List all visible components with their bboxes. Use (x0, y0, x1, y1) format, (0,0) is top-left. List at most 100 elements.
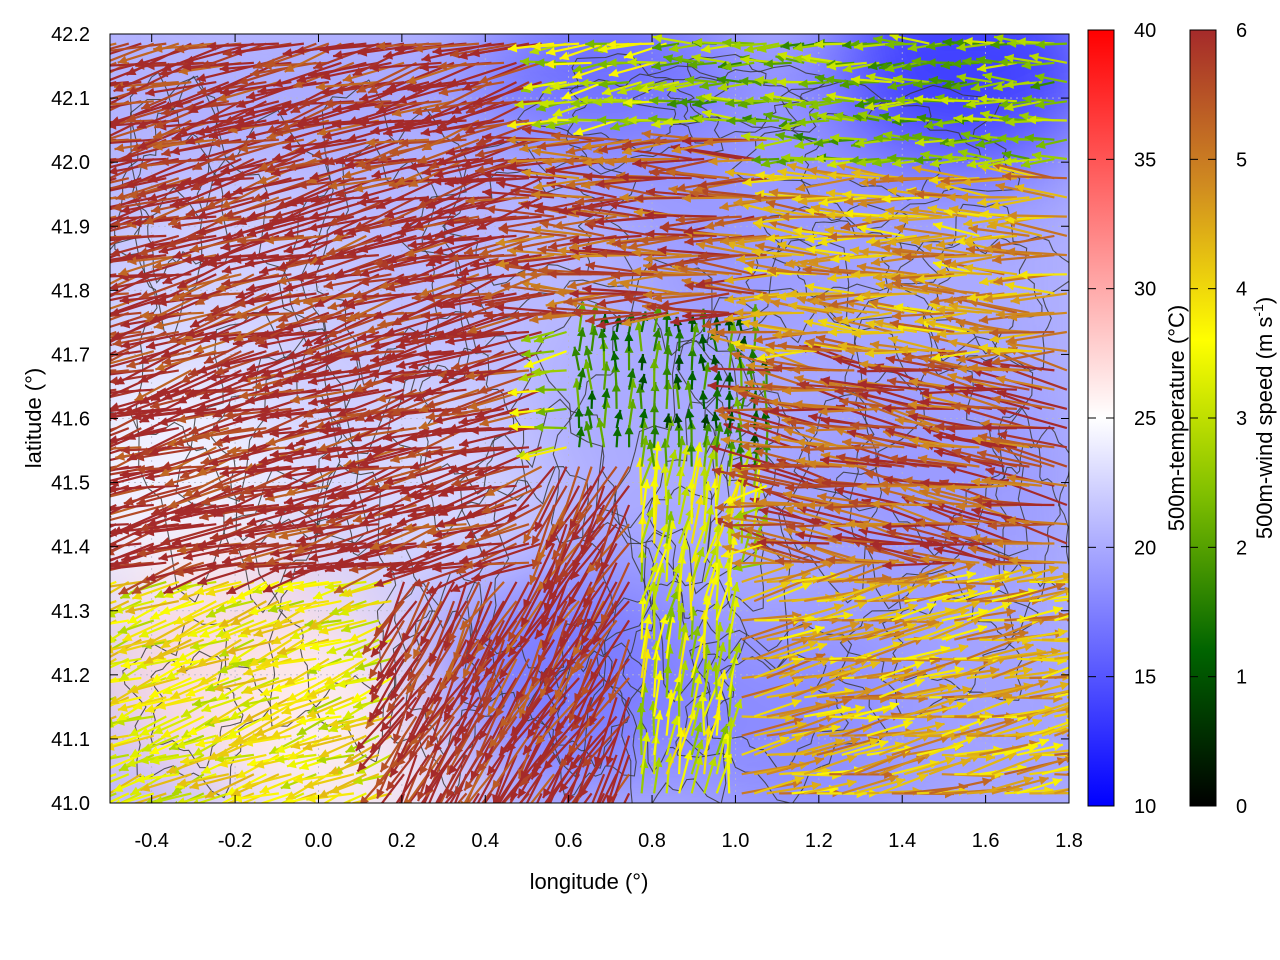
wind-arrow-shaft (1054, 752, 1069, 756)
wind-arrow (665, 715, 680, 756)
wind-arrow-shaft (1054, 773, 1069, 776)
wind-arrow-head (100, 660, 110, 669)
wind-arrow-shaft (1041, 753, 1069, 757)
wind-arrow-head (97, 478, 107, 487)
wind-arrow-head (90, 669, 100, 677)
wind-arrow-head (492, 779, 501, 790)
wind-arrow-head (694, 722, 703, 733)
wind-arrow-head (518, 788, 527, 799)
wind-arrow-shaft (1029, 749, 1069, 756)
wind-arrow-head (91, 730, 101, 738)
wind-arrow-head (80, 452, 90, 460)
wind-arrow (140, 773, 192, 792)
wind-arrow-shaft (954, 718, 1015, 737)
wind-arrow (509, 773, 543, 838)
wind-arrow-head (431, 806, 439, 816)
wind-arrow-head (269, 701, 279, 711)
wind-arrow-head (46, 393, 56, 402)
wind-arrow (1054, 752, 1069, 756)
wind-arrow-shaft (110, 734, 129, 740)
wind-arrow-head (201, 703, 212, 713)
wind-arrow (175, 734, 217, 749)
wind-arrow-head (361, 822, 370, 832)
wind-arrow-head (791, 699, 802, 708)
wind-arrow (640, 732, 651, 775)
wind-arrow-shaft (803, 754, 857, 776)
wind-arrow (571, 754, 606, 803)
wind-arrow-head (693, 674, 703, 685)
wind-arrow-head (82, 505, 91, 514)
wind-arrow-head (304, 780, 315, 790)
wind-arrow (328, 753, 380, 775)
wind-arrow (207, 734, 255, 761)
wind-arrow-head (180, 756, 190, 766)
wind-arrow-head (409, 749, 418, 760)
wind-arrow-head (316, 755, 327, 764)
wind-arrow (753, 699, 802, 718)
wind-arrow-head (446, 788, 455, 799)
wind-arrow-head (96, 793, 106, 802)
wind-arrow-head (57, 563, 66, 572)
wind-arrow (606, 735, 631, 803)
wind-arrow-head (1052, 777, 1063, 787)
wind-arrow (498, 696, 543, 757)
wind-arrow (317, 773, 367, 799)
wind-arrow-head (210, 715, 221, 724)
wind-arrow-head (82, 389, 91, 398)
wind-arrow-head (234, 734, 245, 743)
wind-arrow-shaft (118, 792, 155, 803)
wind-arrow (1016, 754, 1069, 776)
wind-arrow-shaft (444, 792, 455, 803)
wind-arrow-head (452, 826, 460, 836)
wind-arrow-head (280, 780, 291, 790)
wind-arrow-shaft (928, 753, 982, 776)
wind-arrow-head (1072, 746, 1081, 755)
contour-line (622, 580, 720, 773)
wind-arrow (46, 388, 117, 402)
wind-arrow-head (535, 734, 546, 745)
wind-arrow-head (1023, 776, 1034, 785)
wind-arrow-shaft (778, 700, 836, 718)
wind-arrow-head (341, 722, 352, 732)
wind-arrow-shaft (403, 773, 418, 803)
wind-arrow-head (585, 829, 593, 839)
wind-arrow-head (97, 557, 107, 566)
wind-arrow-head (215, 754, 225, 764)
wind-arrow-shaft (879, 730, 937, 737)
wind-arrow-head (275, 754, 285, 764)
wind-arrow (728, 698, 743, 737)
wind-arrow-head (193, 798, 199, 803)
wind-arrow-shaft (991, 753, 1044, 776)
wind-arrow (803, 754, 857, 776)
wind-arrow-shaft (803, 737, 861, 756)
wind-arrow-head (94, 657, 104, 665)
wind-arrow (233, 715, 280, 744)
wind-arrow (703, 756, 717, 794)
wind-arrow (488, 696, 530, 749)
wind-arrow-head (376, 788, 385, 799)
wind-arrow (149, 734, 192, 755)
wind-arrow-head (161, 729, 172, 738)
wind-arrow-head (515, 815, 524, 825)
wind-arrow (469, 715, 505, 781)
wind-arrow-shaft (1054, 788, 1069, 795)
wind-arrow-head (1032, 753, 1043, 763)
wind-arrow-shaft (596, 754, 618, 803)
wind-arrow (139, 715, 180, 737)
wind-arrow-head (266, 804, 276, 812)
wind-arrow-head (281, 706, 292, 715)
wind-arrow (444, 792, 455, 803)
wind-arrow-head (811, 781, 822, 791)
wind-arrow-shaft (498, 696, 543, 757)
wind-arrow-shaft (1029, 701, 1069, 718)
wind-arrow-head (74, 781, 84, 790)
wind-arrow-head (98, 765, 108, 773)
wind-arrow-head (172, 785, 183, 795)
wind-arrow-head (568, 760, 579, 771)
wind-arrow-head (509, 828, 517, 838)
wind-arrow (578, 735, 618, 798)
wind-arrow (1041, 753, 1069, 757)
wind-arrow (558, 735, 605, 793)
wind-arrow-head (95, 565, 104, 574)
wind-arrow-head (48, 443, 58, 452)
